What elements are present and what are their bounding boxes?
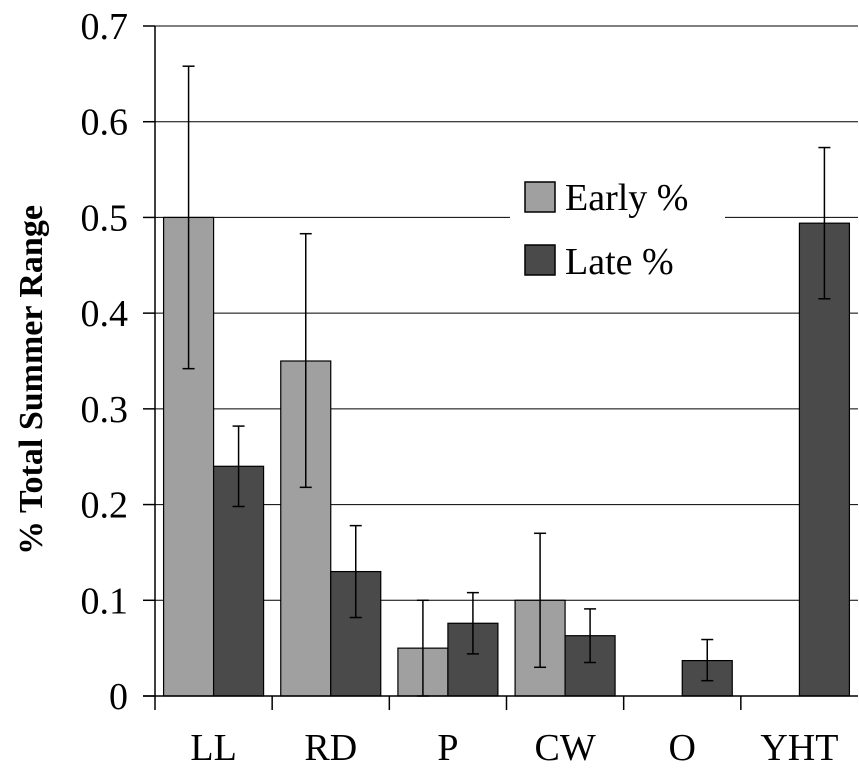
x-tick-label: RD <box>304 727 357 769</box>
y-tick-label: 0.2 <box>81 485 129 527</box>
legend: Early % Late % <box>510 165 725 283</box>
y-tick-label: 0.4 <box>81 293 129 335</box>
error-bars <box>182 65 831 697</box>
gridlines <box>155 25 858 601</box>
error-bar-late-ll <box>232 425 245 508</box>
error-bar-early-cw <box>534 532 547 669</box>
x-tick-label: YHT <box>760 727 838 769</box>
x-tick-labels: LL RD P CW O YHT <box>190 727 838 769</box>
legend-label-early: Early % <box>565 177 688 219</box>
y-tick-label: 0.3 <box>81 389 129 431</box>
x-tick-label: O <box>669 727 696 769</box>
y-tick-label: 0.5 <box>81 197 129 239</box>
y-tick-label: 0.7 <box>81 6 129 48</box>
x-tick-label: P <box>437 727 458 769</box>
error-bar-late-p <box>466 591 479 655</box>
bar-late-yht <box>798 222 851 697</box>
error-bar-late-cw <box>584 608 597 664</box>
error-bar-late-o <box>701 638 714 682</box>
y-tick-label: 0 <box>109 676 128 718</box>
y-tick-labels: 0 0.1 0.2 0.3 0.4 0.5 0.6 0.7 <box>81 6 129 718</box>
bars <box>162 216 851 697</box>
y-tick-label: 0.6 <box>81 102 129 144</box>
legend-swatch-late <box>524 244 556 276</box>
x-tick-label: LL <box>190 727 236 769</box>
error-bar-late-rd <box>349 524 362 619</box>
x-tick-label: CW <box>534 727 595 769</box>
y-tick-label: 0.1 <box>81 580 129 622</box>
legend-swatch-early <box>524 181 556 213</box>
error-bar-late-yht <box>818 146 831 300</box>
y-axis-label: % Total Summer Range <box>13 205 50 555</box>
axes <box>143 25 858 710</box>
error-bar-early-rd <box>299 232 312 489</box>
bar-late-cw <box>564 635 616 697</box>
error-bar-early-ll <box>182 65 195 370</box>
legend-label-late: Late % <box>565 241 674 283</box>
